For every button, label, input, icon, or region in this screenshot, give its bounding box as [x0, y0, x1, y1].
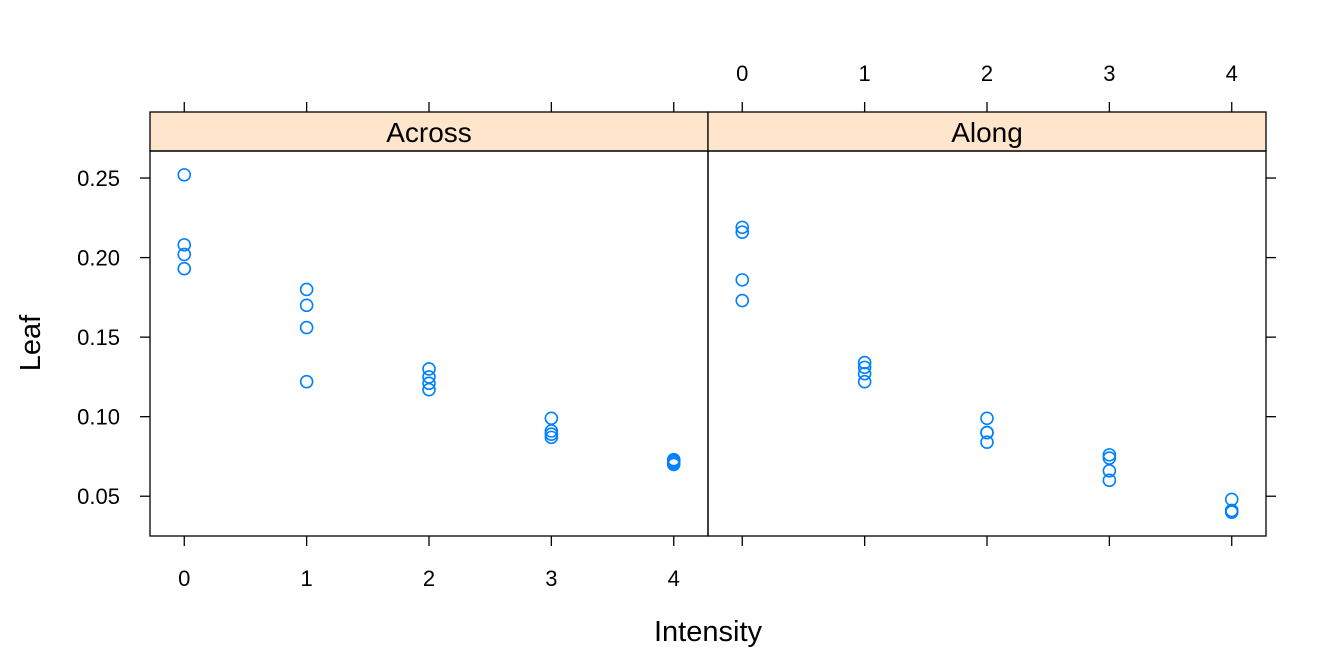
x-tick-label: 1	[301, 566, 313, 591]
y-tick-label: 0.15	[77, 325, 120, 350]
data-point	[544, 430, 559, 445]
x-tick-label: 3	[1103, 61, 1115, 86]
x-tick-label: 4	[1226, 61, 1238, 86]
strip-background	[149, 111, 709, 152]
x-tick-label: 0	[736, 61, 748, 86]
data-point	[1224, 503, 1239, 518]
x-tick-label: 4	[668, 566, 680, 591]
data-point	[177, 238, 192, 252]
data-point	[422, 382, 436, 397]
panel-border	[149, 150, 709, 537]
strip-label: Across	[386, 117, 472, 148]
panel-border	[707, 150, 1267, 537]
x-tick-label: 1	[859, 61, 871, 86]
data-point	[1102, 463, 1117, 478]
data-point	[735, 293, 750, 308]
data-point	[1224, 492, 1239, 507]
y-axis-title: Leaf	[15, 314, 47, 371]
y-tick-label: 0.05	[77, 484, 120, 509]
data-point	[980, 435, 994, 449]
data-point	[177, 168, 192, 182]
plot-area: Across 0 1 2 3 4 Along 0 1 2 3 4 0.05 0.10 0.15 0.20 0.2…	[77, 61, 1276, 591]
y-tick-label: 0.10	[77, 405, 120, 430]
data-point	[666, 457, 681, 472]
panel-across: Across 0 1 2 3 4	[149, 102, 709, 591]
data-point	[422, 362, 436, 376]
data-point	[177, 247, 192, 262]
x-tick-label: 2	[981, 61, 993, 86]
data-point	[735, 220, 750, 235]
data-point	[857, 360, 872, 375]
x-tick-label: 0	[178, 566, 190, 591]
y-tick-label: 0.20	[77, 246, 120, 271]
data-point	[177, 261, 192, 276]
y-tick-label: 0.25	[77, 166, 120, 191]
data-point	[857, 374, 872, 389]
panel-along: Along 0 1 2 3 4	[707, 61, 1267, 546]
data-point	[422, 376, 436, 391]
strip-background	[707, 111, 1267, 152]
data-point	[735, 225, 750, 239]
data-point	[857, 355, 872, 370]
data-point	[980, 411, 994, 426]
data-point	[544, 411, 559, 426]
data-point	[980, 425, 994, 440]
x-axis-title: Intensity	[654, 616, 762, 648]
strip-label: Along	[951, 117, 1023, 148]
data-point	[1102, 473, 1117, 488]
data-point	[299, 374, 314, 389]
x-tick-label: 2	[423, 566, 435, 591]
data-point	[299, 298, 314, 313]
data-point	[857, 366, 872, 381]
data-point	[299, 320, 314, 335]
data-point	[299, 282, 314, 297]
x-tick-label: 3	[545, 566, 557, 591]
data-point	[735, 273, 750, 287]
